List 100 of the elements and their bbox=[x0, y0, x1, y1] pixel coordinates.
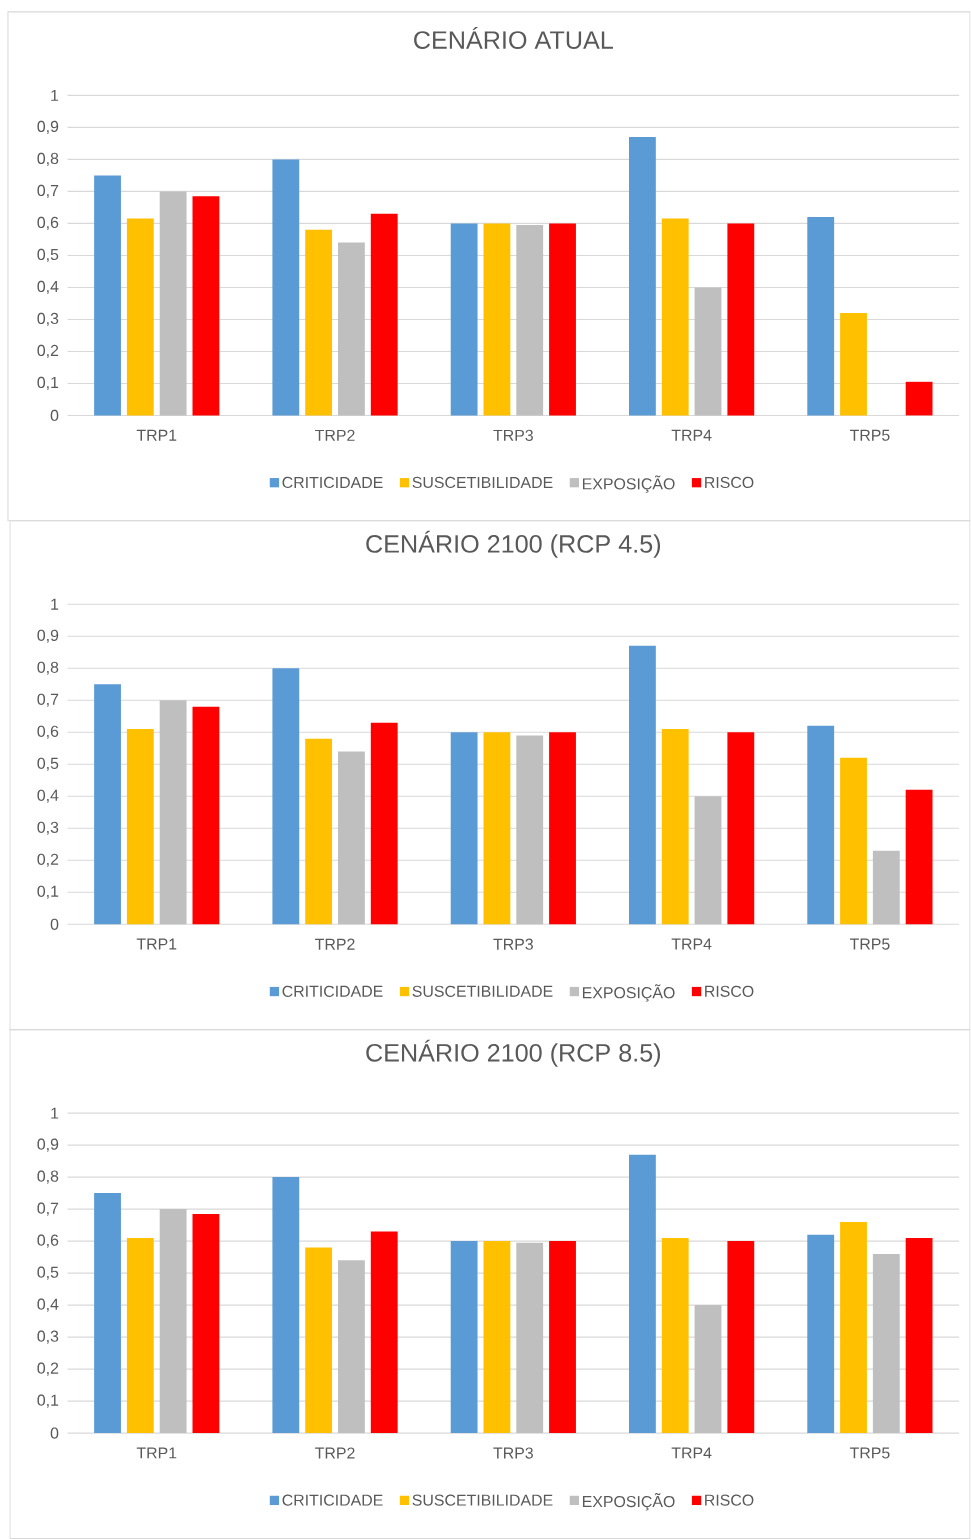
y-tick-label: 0,6 bbox=[37, 1234, 59, 1248]
bar bbox=[159, 191, 187, 416]
legend-label: CRITICIDADE bbox=[282, 1494, 383, 1506]
bar bbox=[127, 729, 154, 925]
x-tick-label: TRP5 bbox=[850, 938, 890, 950]
bar bbox=[338, 1260, 366, 1434]
bar bbox=[807, 725, 835, 925]
bar bbox=[840, 1221, 868, 1434]
chart-title: CENÁRIO ATUAL bbox=[414, 26, 614, 49]
bar bbox=[629, 137, 657, 416]
bar bbox=[483, 223, 511, 416]
y-tick-label: 0,3 bbox=[37, 312, 59, 326]
x-tick-label: TRP4 bbox=[671, 938, 712, 950]
x-tick-label: TRP4 bbox=[671, 1447, 712, 1459]
legend-label: CRITICIDADE bbox=[282, 476, 383, 489]
y-tick-label: 0,3 bbox=[37, 1330, 59, 1344]
bar bbox=[94, 684, 122, 925]
bar bbox=[127, 218, 154, 416]
y-tick-label: 0,1 bbox=[37, 885, 59, 899]
bar bbox=[807, 1234, 835, 1434]
y-tick-label: 0,4 bbox=[37, 789, 59, 803]
y-tick-label: 0,5 bbox=[37, 1266, 59, 1280]
bar bbox=[727, 223, 755, 416]
legend-label: EXPOSIÇÃO bbox=[583, 475, 675, 493]
bar bbox=[371, 722, 398, 925]
legend-label: SUSCETIBILIDADE bbox=[412, 1494, 553, 1506]
y-tick-label: 0,8 bbox=[37, 1170, 59, 1184]
bar bbox=[727, 732, 755, 925]
y-tick-label: 0,6 bbox=[37, 725, 59, 739]
y-tick-label: 0,1 bbox=[37, 376, 59, 390]
chart-title: CENÁRIO 2100 (RCP 4.5) bbox=[366, 530, 661, 558]
x-tick-label: TRP2 bbox=[315, 1447, 355, 1459]
y-tick-label: 0,7 bbox=[37, 184, 59, 198]
bar bbox=[483, 732, 511, 925]
bar bbox=[549, 223, 577, 416]
y-tick-label: 0 bbox=[50, 918, 59, 930]
bar bbox=[516, 1242, 544, 1434]
y-tick-label: 0,9 bbox=[37, 629, 59, 643]
bar bbox=[516, 225, 544, 416]
bar bbox=[127, 1237, 154, 1434]
bar bbox=[192, 706, 220, 925]
bar bbox=[905, 381, 933, 416]
y-tick-label: 0,2 bbox=[37, 853, 59, 867]
bar bbox=[371, 1231, 398, 1434]
chart-title: CENÁRIO 2100 (RCP 8.5) bbox=[366, 1039, 661, 1067]
bar bbox=[371, 213, 398, 416]
y-tick-label: 0,8 bbox=[37, 152, 59, 166]
bar bbox=[94, 175, 122, 416]
bar bbox=[192, 196, 220, 416]
x-tick-label: TRP3 bbox=[493, 938, 534, 950]
x-tick-label: TRP2 bbox=[315, 429, 355, 441]
y-tick-label: 0,4 bbox=[37, 280, 59, 294]
y-tick-label: 0,9 bbox=[37, 1138, 59, 1152]
x-tick-label: TRP1 bbox=[136, 429, 177, 441]
bar bbox=[450, 1241, 478, 1434]
bar bbox=[905, 789, 933, 925]
y-tick-label: 1 bbox=[51, 1107, 59, 1119]
y-tick-label: 0,1 bbox=[37, 1394, 59, 1408]
bar bbox=[694, 287, 722, 416]
bar bbox=[272, 668, 300, 925]
x-tick-label: TRP2 bbox=[315, 938, 355, 950]
bar bbox=[516, 735, 544, 925]
bar bbox=[272, 159, 300, 416]
x-tick-label: TRP1 bbox=[136, 1447, 177, 1459]
bar bbox=[305, 1247, 333, 1434]
bar bbox=[662, 218, 689, 416]
bar bbox=[94, 1193, 122, 1434]
x-tick-label: TRP3 bbox=[493, 429, 534, 441]
legend-label: EXPOSIÇÃO bbox=[583, 1493, 675, 1511]
bar bbox=[840, 313, 868, 416]
bar bbox=[662, 1237, 689, 1434]
x-tick-label: TRP5 bbox=[850, 429, 890, 441]
bar bbox=[873, 1253, 900, 1434]
bar bbox=[662, 729, 689, 925]
y-tick-label: 1 bbox=[51, 89, 59, 101]
bar bbox=[483, 1241, 511, 1434]
bar bbox=[450, 223, 478, 416]
y-tick-label: 0,2 bbox=[37, 1362, 59, 1376]
bar bbox=[192, 1213, 220, 1434]
bar bbox=[338, 751, 366, 925]
bar bbox=[549, 732, 577, 925]
bar bbox=[338, 242, 366, 416]
legend-label: SUSCETIBILIDADE bbox=[412, 985, 553, 997]
legend-label: RISCO bbox=[705, 476, 754, 489]
bar bbox=[305, 229, 333, 416]
y-tick-label: 0 bbox=[50, 1427, 59, 1439]
bar bbox=[840, 757, 868, 925]
x-tick-label: TRP1 bbox=[136, 938, 177, 950]
y-tick-label: 0,7 bbox=[37, 693, 59, 707]
x-tick-label: TRP3 bbox=[493, 1447, 534, 1459]
legend-label: CRITICIDADE bbox=[282, 985, 383, 997]
bar bbox=[629, 1154, 657, 1434]
y-tick-label: 0,7 bbox=[37, 1202, 59, 1216]
bar bbox=[694, 796, 722, 925]
y-tick-label: 0,8 bbox=[37, 661, 59, 675]
bar bbox=[272, 1177, 300, 1434]
legend-label: SUSCETIBILIDADE bbox=[412, 476, 553, 489]
bar bbox=[159, 1209, 187, 1434]
bar bbox=[807, 217, 835, 416]
bar bbox=[305, 738, 333, 925]
